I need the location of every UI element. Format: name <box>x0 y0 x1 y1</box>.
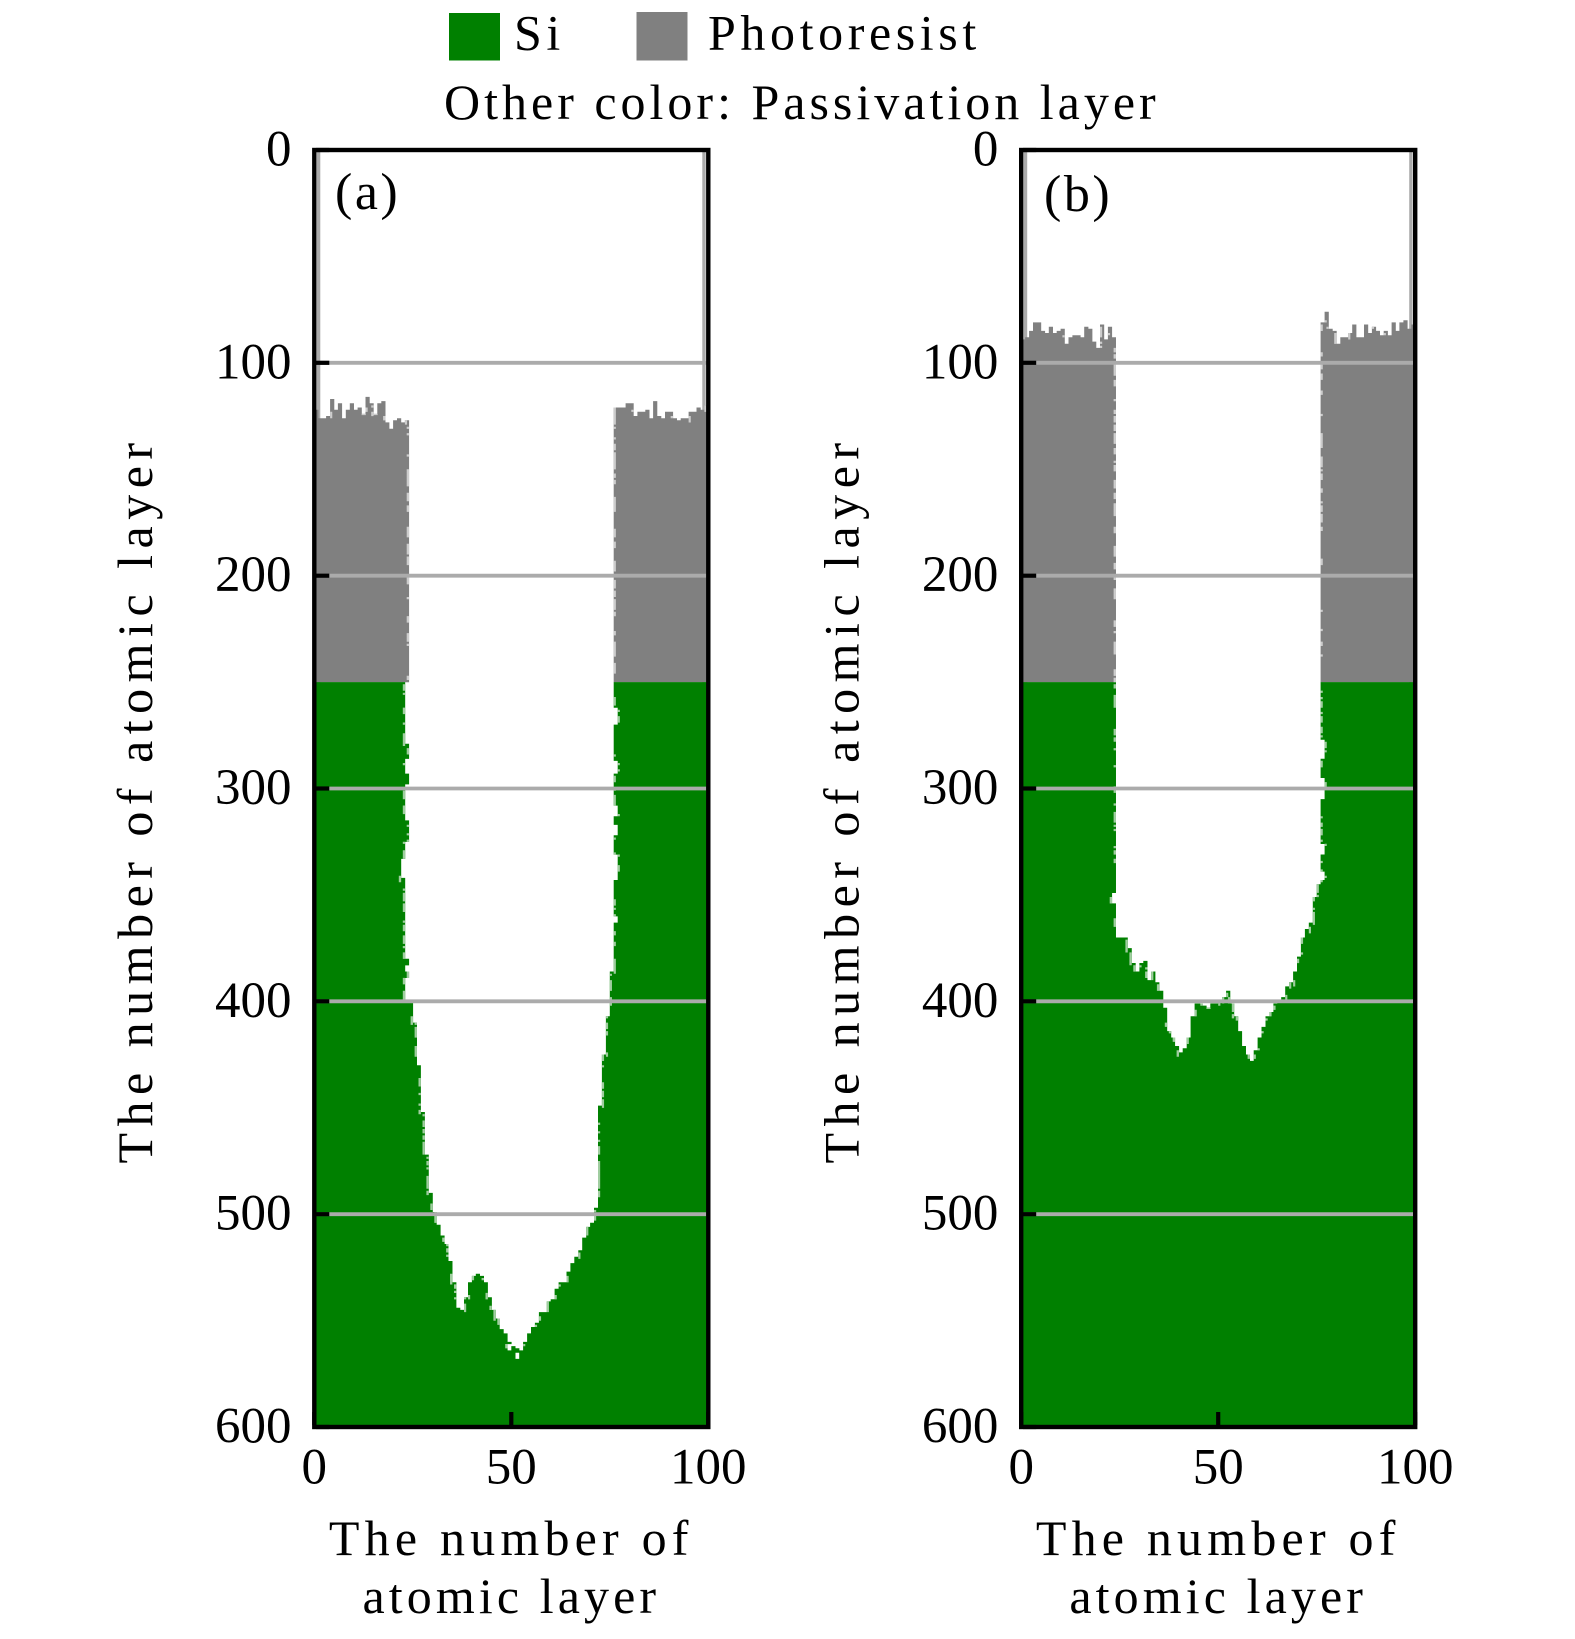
svg-text:atomic layer: atomic layer <box>362 1568 660 1624</box>
svg-text:100: 100 <box>215 334 292 390</box>
svg-text:300: 300 <box>215 760 292 816</box>
svg-text:Si: Si <box>514 5 565 61</box>
svg-text:400: 400 <box>922 973 999 1029</box>
svg-text:The number of atomic layer: The number of atomic layer <box>814 436 870 1163</box>
svg-text:The number of: The number of <box>1036 1510 1401 1566</box>
svg-text:The number of: The number of <box>329 1510 694 1566</box>
svg-text:600: 600 <box>922 1399 999 1455</box>
svg-text:100: 100 <box>922 334 999 390</box>
svg-text:200: 200 <box>215 547 292 603</box>
svg-text:0: 0 <box>302 1440 328 1496</box>
svg-text:100: 100 <box>670 1440 747 1496</box>
svg-text:50: 50 <box>486 1440 537 1496</box>
svg-text:100: 100 <box>1377 1440 1454 1496</box>
svg-text:0: 0 <box>1008 1440 1034 1496</box>
svg-text:500: 500 <box>215 1186 292 1242</box>
svg-text:(b): (b) <box>1044 166 1112 223</box>
svg-text:Other color: Passivation layer: Other color: Passivation layer <box>444 74 1160 130</box>
svg-text:300: 300 <box>922 760 999 816</box>
svg-text:200: 200 <box>922 547 999 603</box>
svg-text:50: 50 <box>1193 1440 1244 1496</box>
svg-text:400: 400 <box>215 973 292 1029</box>
svg-text:Photoresist: Photoresist <box>708 5 981 61</box>
svg-text:0: 0 <box>973 122 999 178</box>
svg-text:600: 600 <box>215 1399 292 1455</box>
svg-text:(a): (a) <box>335 164 400 221</box>
svg-text:atomic layer: atomic layer <box>1069 1568 1367 1624</box>
svg-text:0: 0 <box>266 122 292 178</box>
svg-text:500: 500 <box>922 1186 999 1242</box>
svg-text:The number of atomic layer: The number of atomic layer <box>107 436 163 1163</box>
